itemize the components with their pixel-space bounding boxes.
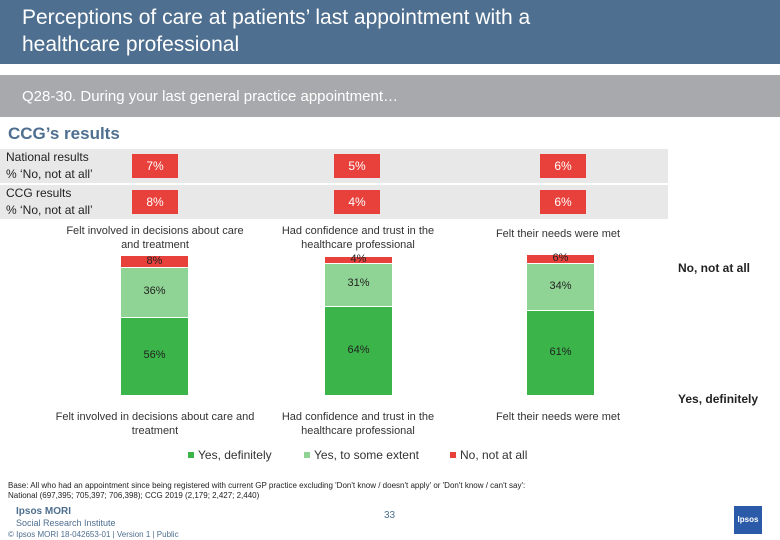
- data-label-yes-definitely-2: 64%: [347, 343, 370, 356]
- national-value-2: 5%: [334, 154, 380, 178]
- national-value-3: 6%: [540, 154, 586, 178]
- ccg-value-3: 6%: [540, 190, 586, 214]
- national-value-1: 7%: [132, 154, 178, 178]
- data-label-no-not-at-all-2: 4%: [350, 253, 367, 266]
- legend-item-yes-definitely: Yes, definitely: [188, 448, 272, 462]
- column-title-bottom-1: Felt involved in decisions about care an…: [55, 411, 255, 437]
- bar-segment-yes-to-some-extent-1: [121, 267, 188, 318]
- ccg-value-1: 8%: [132, 190, 178, 214]
- yes-definitely-side-label: Yes, definitely: [678, 392, 759, 406]
- page-number: 33: [384, 510, 396, 521]
- logo-subtitle: Social Research Institute: [16, 518, 116, 528]
- ccg-value-2: 4%: [334, 190, 380, 214]
- column-title-top-3: Felt their needs were met: [495, 228, 621, 240]
- column-title-bottom-2: Had confidence and trust in the healthca…: [281, 411, 435, 437]
- ccg-label: CCG results % ‘No, not at all’: [6, 186, 93, 217]
- data-label-yes-to-some-extent-2: 31%: [347, 277, 370, 290]
- bar-segment-no-not-at-all-3: [527, 254, 594, 263]
- bar-segment-yes-to-some-extent-2: [325, 262, 392, 307]
- bar-segment-yes-definitely-3: [527, 310, 594, 395]
- column-title-top-1: Felt involved in decisions about care an…: [66, 225, 244, 251]
- column-title-top-2: Had confidence and trust in the healthca…: [281, 225, 435, 251]
- question-bar: Q28-30. During your last general practic…: [0, 75, 780, 117]
- national-results-row: National results % ‘No, not at all’ 7% 5…: [0, 149, 668, 183]
- legend-swatch-yes-definitely: [188, 452, 194, 458]
- copyright-text: © Ipsos MORI 18-042653-01 | Version 1 | …: [8, 530, 179, 539]
- bar-segment-yes-definitely-1: [121, 317, 188, 395]
- column-title-bottom-3: Felt their needs were met: [495, 411, 621, 423]
- ipsos-corner-logo: Ipsos: [734, 506, 762, 534]
- bar-segment-yes-to-some-extent-3: [527, 262, 594, 311]
- legend-item-no-not-at-all: No, not at all: [450, 448, 527, 462]
- bar-segment-yes-definitely-2: [325, 306, 392, 395]
- title-line-2: healthcare professional: [22, 33, 240, 56]
- base-note-line-1: Base: All who had an appointment since b…: [8, 481, 526, 490]
- bar-segment-no-not-at-all-2: [325, 257, 392, 263]
- bar-segment-no-not-at-all-1: [121, 256, 188, 268]
- data-label-no-not-at-all-1: 8%: [146, 254, 163, 267]
- ipsos-mori-logo: Ipsos MORI: [16, 506, 72, 517]
- national-label: National results % ‘No, not at all’: [6, 150, 93, 181]
- base-note-line-2: National (697,395; 705,397; 706,398); CC…: [8, 491, 260, 500]
- data-label-yes-to-some-extent-3: 34%: [549, 279, 572, 292]
- legend-swatch-no-not-at-all: [450, 452, 456, 458]
- ccg-results-row: CCG results % ‘No, not at all’ 8% 4% 6%: [0, 185, 668, 219]
- section-heading: CCG’s results: [8, 124, 120, 143]
- legend-swatch-yes-some-extent: [304, 452, 310, 458]
- data-label-yes-definitely-3: 61%: [549, 345, 572, 358]
- page-title: Perceptions of care at patients’ last ap…: [0, 0, 780, 64]
- data-label-no-not-at-all-3: 6%: [552, 251, 569, 264]
- data-label-yes-definitely-1: 56%: [143, 349, 166, 362]
- title-line-1: Perceptions of care at patients’ last ap…: [22, 6, 531, 29]
- data-label-yes-to-some-extent-1: 36%: [143, 285, 166, 298]
- no-not-at-all-side-label: No, not at all: [678, 261, 750, 275]
- legend-item-yes-some-extent: Yes, to some extent: [304, 448, 419, 462]
